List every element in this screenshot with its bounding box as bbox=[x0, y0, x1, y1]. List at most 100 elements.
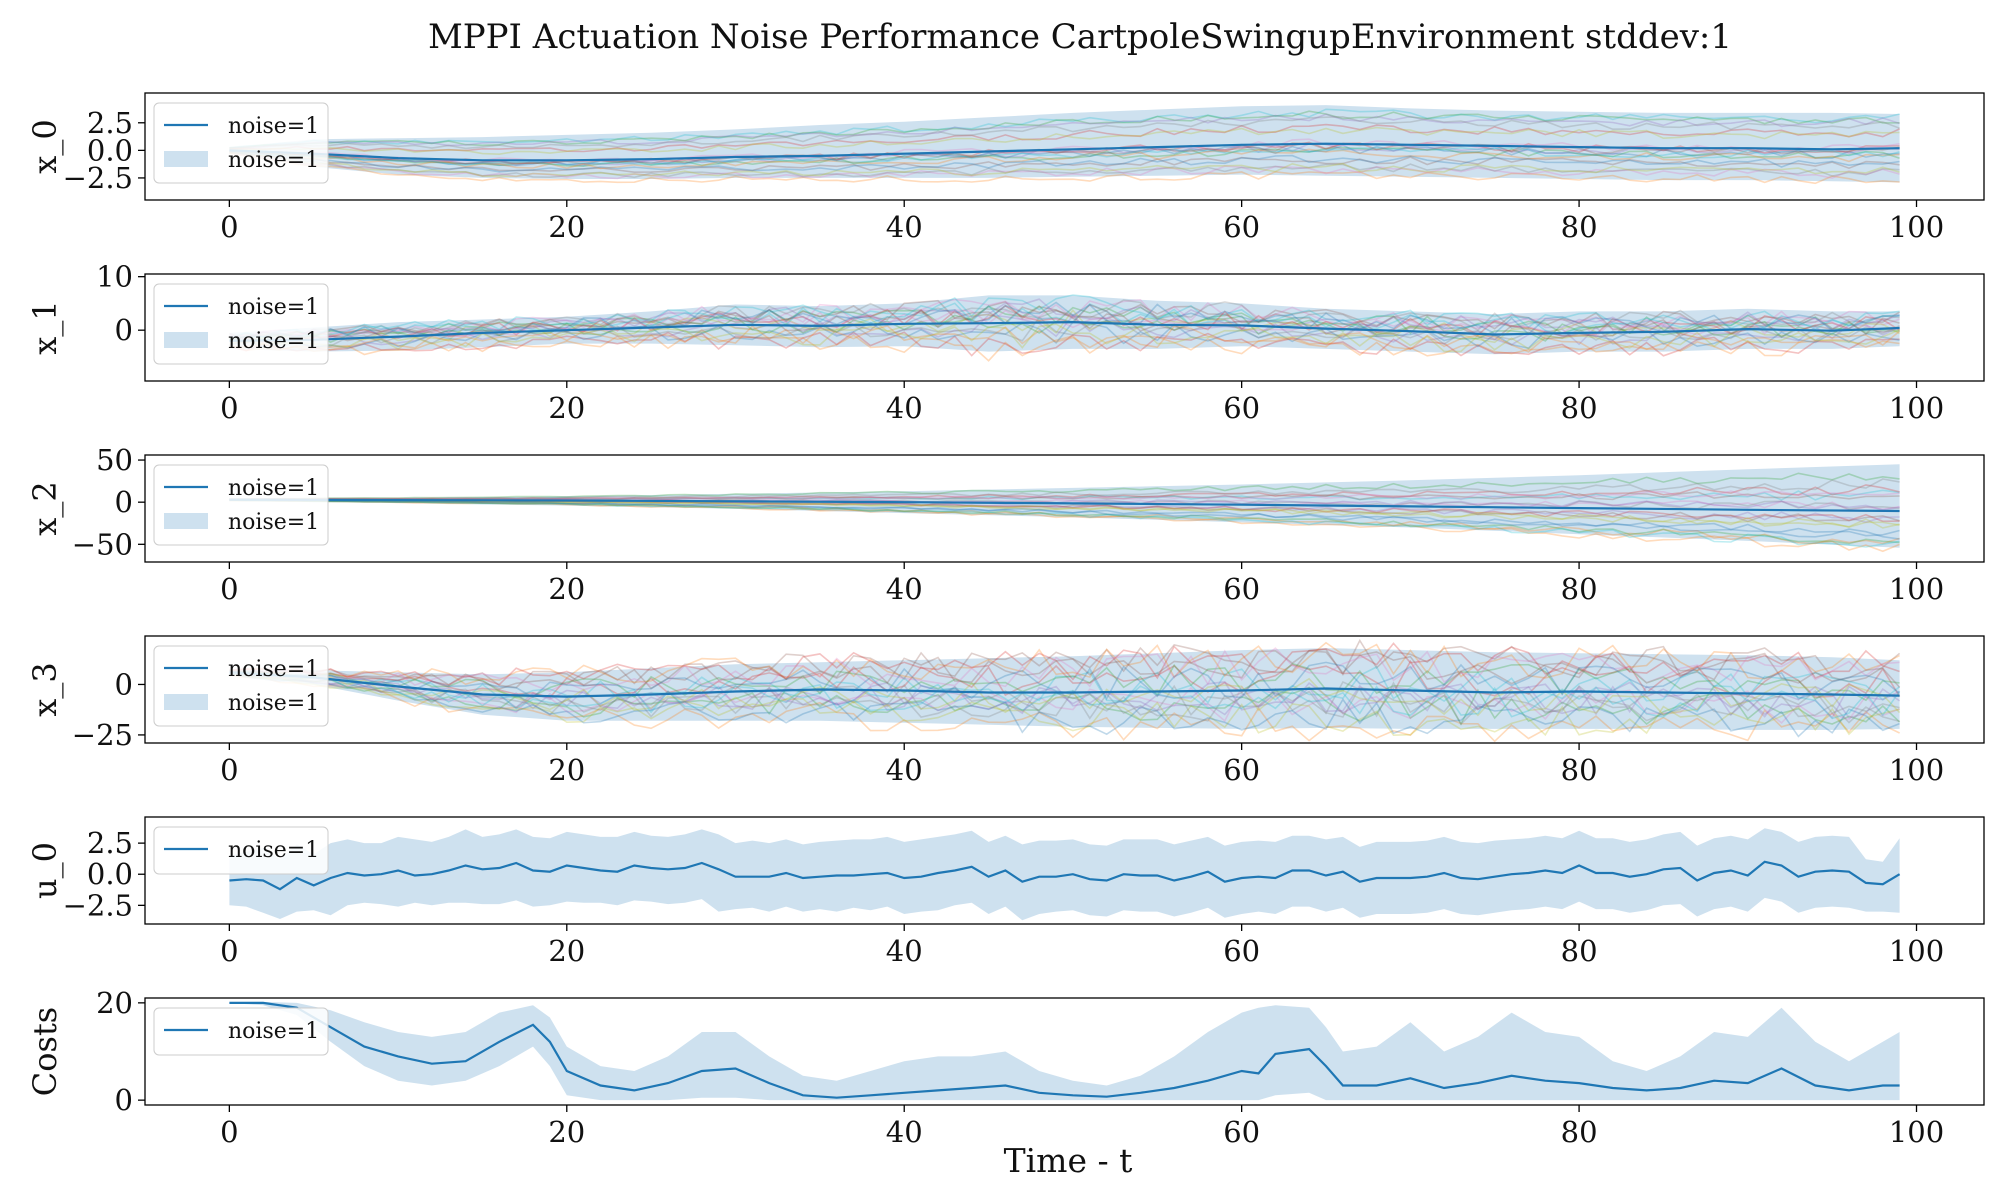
legend-box bbox=[153, 464, 329, 546]
legend: noise=1 bbox=[153, 1007, 329, 1056]
legend-band-swatch bbox=[164, 513, 208, 529]
trial-line bbox=[229, 146, 1900, 167]
std-band bbox=[229, 828, 1900, 921]
trial-line bbox=[229, 649, 1901, 690]
trial-line bbox=[229, 123, 1900, 153]
trial-line bbox=[229, 143, 1900, 166]
x-tick-label: 60 bbox=[1223, 572, 1260, 606]
y-tick-label: 10 bbox=[96, 260, 133, 294]
x-tick-label: 60 bbox=[1223, 753, 1260, 787]
trial-line bbox=[229, 110, 1900, 149]
trial-line bbox=[229, 673, 1900, 726]
mean-line bbox=[229, 671, 1900, 698]
x-tick-label: 80 bbox=[1561, 391, 1598, 425]
x-tick-label: 20 bbox=[548, 210, 585, 244]
axes-frame bbox=[144, 273, 1985, 382]
trial-line bbox=[229, 671, 1901, 719]
trial-line bbox=[229, 148, 1900, 170]
trial-line bbox=[229, 647, 1900, 692]
legend-box bbox=[153, 1007, 329, 1056]
figure-title: MPPI Actuation Noise Performance Cartpol… bbox=[428, 17, 1732, 57]
x-tick-label: 100 bbox=[1889, 572, 1944, 606]
trial-line bbox=[229, 674, 1900, 737]
trial-line bbox=[229, 499, 1900, 548]
legend-label: noise=1 bbox=[228, 295, 319, 320]
trial-line bbox=[229, 499, 1900, 553]
trial-line bbox=[229, 321, 1900, 350]
legend-label: noise=1 bbox=[228, 329, 319, 354]
trial-line bbox=[229, 331, 1900, 357]
trial-line bbox=[229, 150, 1900, 173]
legend-band-swatch bbox=[164, 332, 208, 348]
x-tick-label: 0 bbox=[220, 572, 238, 606]
trial-line bbox=[229, 638, 1901, 689]
x-tick-label: 100 bbox=[1889, 753, 1944, 787]
x-tick-label: 40 bbox=[886, 753, 923, 787]
trial-line bbox=[229, 673, 1900, 738]
y-tick-label: 2.5 bbox=[87, 826, 133, 860]
legend-label: noise=1 bbox=[228, 657, 319, 682]
legend-label: noise=1 bbox=[228, 476, 319, 501]
subplot-x-3: 0 20 40 60 80 100 0 −25x_3 noise=1 noise=1 bbox=[26, 635, 1985, 787]
trial-line bbox=[229, 113, 1900, 149]
legend: noise=1 bbox=[153, 826, 329, 875]
x-tick-label: 40 bbox=[886, 1115, 923, 1149]
std-band bbox=[229, 295, 1900, 355]
axes-frame bbox=[144, 997, 1985, 1106]
legend-box bbox=[153, 102, 329, 184]
x-tick-label: 100 bbox=[1889, 1115, 1944, 1149]
y-axis-label: x_1 bbox=[26, 300, 64, 354]
x-tick-label: 20 bbox=[548, 1115, 585, 1149]
x-tick-label: 60 bbox=[1223, 934, 1260, 968]
trial-line bbox=[229, 334, 1900, 362]
legend-band-swatch bbox=[164, 694, 208, 710]
subplot-u-0: 0 20 40 60 80 100 2.50.0−2.5u_0 noise=1 bbox=[26, 816, 1985, 968]
x-tick-label: 100 bbox=[1889, 934, 1944, 968]
y-axis-label: x_2 bbox=[26, 481, 64, 535]
y-tick-label: 0 bbox=[115, 313, 133, 347]
x-tick-label: 20 bbox=[548, 753, 585, 787]
y-tick-label: 0 bbox=[115, 485, 133, 519]
trial-line bbox=[229, 302, 1900, 342]
legend: noise=1 noise=1 bbox=[153, 283, 329, 365]
x-tick-label: 20 bbox=[548, 391, 585, 425]
legend-label: noise=1 bbox=[228, 1019, 319, 1044]
trial-line bbox=[229, 674, 1900, 743]
legend-box bbox=[153, 645, 329, 727]
x-tick-label: 40 bbox=[886, 934, 923, 968]
trial-line bbox=[229, 641, 1900, 686]
trial-line bbox=[229, 151, 1900, 178]
trial-line bbox=[229, 491, 1900, 501]
y-tick-label: 0 bbox=[115, 667, 133, 701]
mean-line bbox=[229, 860, 1901, 891]
plot-area bbox=[229, 105, 1900, 185]
trial-line bbox=[229, 490, 1900, 501]
mean-line bbox=[229, 320, 1900, 342]
x-tick-label: 0 bbox=[220, 210, 238, 244]
x-tick-label: 100 bbox=[1889, 210, 1944, 244]
subplot-x-2: 0 20 40 60 80 100 50 0 −50x_2 noise=1 noise=1 bbox=[26, 443, 1985, 606]
y-tick-label: 2.5 bbox=[87, 106, 133, 140]
trial-line bbox=[229, 672, 1900, 720]
trial-line bbox=[229, 489, 1900, 501]
legend-label: noise=1 bbox=[228, 691, 319, 716]
trial-line bbox=[229, 151, 1900, 174]
trial-line bbox=[229, 316, 1900, 349]
x-tick-label: 60 bbox=[1223, 391, 1260, 425]
trial-line bbox=[229, 499, 1900, 537]
subplot-Costs: 0 20 40 60 80 100 20 0 Costs noise=1 bbox=[26, 986, 1985, 1149]
trial-line bbox=[229, 299, 1901, 341]
y-tick-label: −2.5 bbox=[63, 161, 133, 195]
legend: noise=1 noise=1 bbox=[153, 645, 329, 727]
legend-label: noise=1 bbox=[228, 114, 319, 139]
y-axis-label: x_3 bbox=[26, 662, 64, 716]
std-band bbox=[229, 648, 1900, 730]
legend-box bbox=[153, 283, 329, 365]
x-tick-label: 20 bbox=[548, 572, 585, 606]
trial-line bbox=[229, 499, 1900, 545]
trial-line bbox=[229, 146, 1900, 168]
axes-frame bbox=[144, 635, 1985, 744]
y-tick-label: −50 bbox=[72, 527, 133, 561]
y-axis-label: x_0 bbox=[26, 119, 64, 173]
